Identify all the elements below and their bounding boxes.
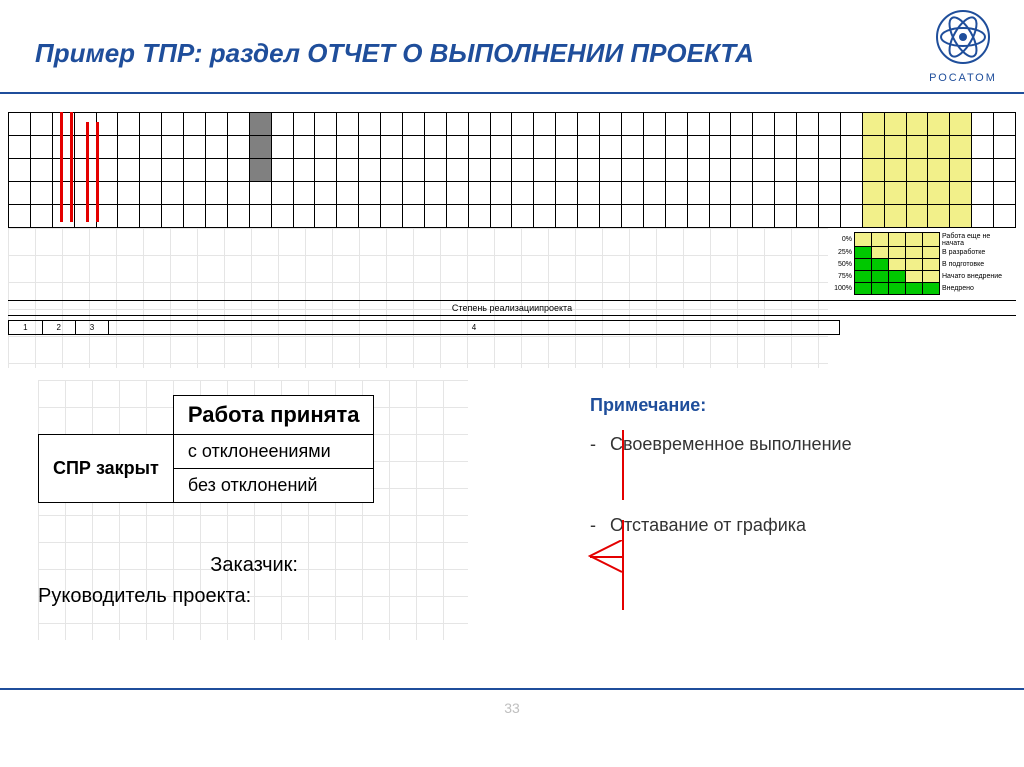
spr-closed-label: СПР закрыт [39,435,174,503]
gantt-chart [8,112,1016,222]
customer-label: Заказчик: [38,550,298,581]
annotation-line [622,430,624,500]
page-title: Пример ТПР: раздел ОТЧЕТ О ВЫПОЛНЕНИИ ПР… [35,38,754,69]
page-number: 33 [0,700,1024,716]
progress-legend: 0%Работа еще не начата25%В разработке50%… [820,232,1014,295]
signatures: Заказчик: Руководитель проекта: [38,550,298,612]
acceptance-header: Работа принята [173,396,374,435]
without-deviations: без отклонений [173,469,374,503]
divider-bottom [0,688,1024,690]
realization-label: Степень реализациипроекта [8,300,1016,316]
note-item: Своевременное выполнение [590,434,852,455]
logo-text: РОСАТОМ [920,72,1006,84]
note-item: Отставание от графика [590,515,852,536]
annotation-arrow-icon [575,540,625,580]
pm-label: Руководитель проекта: [38,581,298,612]
rosatom-logo: РОСАТОМ [920,10,1006,84]
divider-top [0,92,1024,94]
grid-background [8,228,828,368]
acceptance-table: Работа принята СПР закрыт с отклонеениям… [38,395,374,503]
notes-header: Примечание: [590,395,852,416]
notes-section: Примечание: Своевременное выполнение Отст… [590,395,852,596]
with-deviations: с отклонеениями [173,435,374,469]
number-row: 1234 [8,320,840,335]
atom-icon [933,10,993,65]
